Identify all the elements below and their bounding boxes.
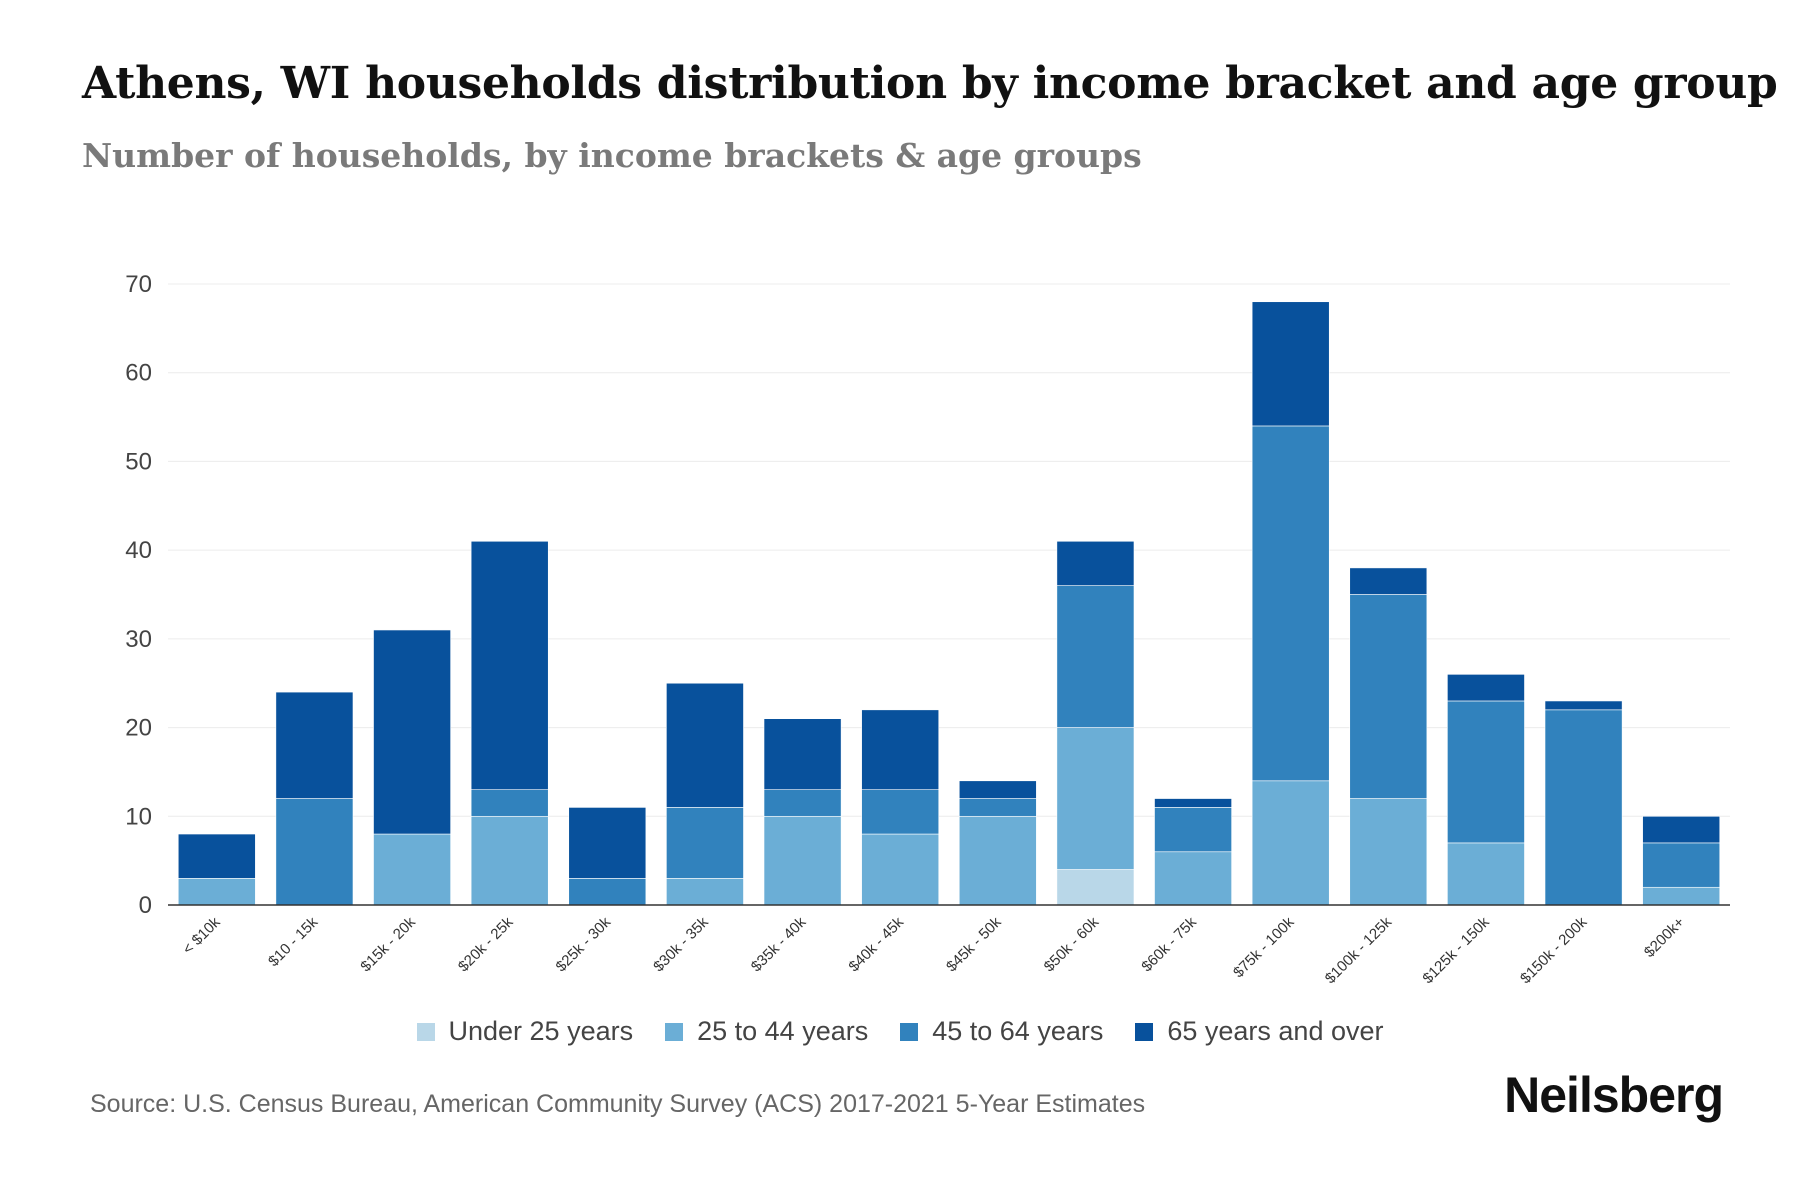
x-tick-label: $125k - 150k [1419, 913, 1493, 987]
chart-title: Athens, WI households distribution by in… [82, 58, 1778, 109]
bar-segment [666, 807, 744, 879]
bar-segment [1349, 594, 1428, 799]
bar-segment [666, 878, 744, 906]
bar-segment [1154, 851, 1232, 906]
bar-segment [1056, 540, 1135, 586]
x-tick-label: $60k - 75k [1138, 913, 1200, 975]
bar-segment [568, 878, 647, 906]
bar-segment [958, 780, 1037, 799]
bar-segment [1447, 842, 1525, 906]
x-tick-label: $25k - 30k [553, 913, 615, 975]
bar-segment [470, 789, 549, 817]
source-note: Source: U.S. Census Bureau, American Com… [90, 1090, 1146, 1118]
legend-swatch-65-and-over [1135, 1022, 1154, 1041]
bar-segment [1447, 674, 1525, 702]
legend-label-25-to-44: 25 to 44 years [697, 1016, 869, 1046]
bar-segment [1349, 567, 1428, 595]
brand-logo: Neilsberg [1504, 1067, 1724, 1123]
bar-segment [1544, 700, 1623, 711]
bar-segment [1251, 780, 1330, 906]
y-tick-label: 20 [125, 715, 152, 742]
bar-segment [1056, 869, 1135, 906]
x-tick-label: $40k - 45k [845, 913, 907, 975]
bar-segment [1154, 807, 1232, 853]
bar-segment [958, 798, 1037, 817]
x-tick-label: $50k - 60k [1041, 913, 1103, 975]
legend-swatch-25-to-44 [665, 1022, 684, 1041]
x-tick-label: $10 - 15k [265, 913, 322, 970]
bar-segment [1056, 727, 1135, 870]
legend: Under 25 years 25 to 44 years 45 to 64 y… [0, 1016, 1800, 1047]
y-tick-label: 40 [125, 537, 152, 564]
bar-segment [1056, 585, 1135, 728]
bar-segment [958, 815, 1037, 906]
legend-label-45-to-64: 45 to 64 years [932, 1016, 1104, 1046]
bar-segment [763, 789, 842, 817]
bar-segment [763, 815, 842, 906]
legend-swatch-45-to-64 [900, 1022, 919, 1041]
bar-segment [470, 815, 549, 906]
bar-segment [1447, 700, 1525, 844]
x-tick-label: $200k+ [1641, 914, 1688, 961]
x-tick-label: < $10k [179, 913, 224, 958]
y-tick-label: 60 [125, 360, 152, 387]
legend-item-45-to-64: 45 to 64 years [900, 1016, 1103, 1047]
bar-segment [373, 629, 451, 835]
x-tick-label: $35k - 40k [748, 913, 810, 975]
x-tick-label: $15k - 20k [357, 913, 419, 975]
bar-segment [568, 807, 647, 879]
legend-label-65-and-over: 65 years and over [1167, 1016, 1384, 1046]
y-tick-label: 70 [125, 271, 152, 298]
bar-segment [1251, 301, 1330, 427]
y-tick-label: 30 [125, 626, 152, 653]
bar-segment [1642, 815, 1721, 844]
x-tick-label: $45k - 50k [943, 913, 1005, 975]
bar-segment [470, 540, 549, 790]
bar-segment [1349, 798, 1428, 906]
legend-item-65-and-over: 65 years and over [1135, 1016, 1384, 1047]
bar-segment [1154, 798, 1232, 808]
bar-segment [1642, 842, 1721, 888]
bar-segment [1251, 425, 1330, 782]
legend-item-25-to-44: 25 to 44 years [665, 1016, 868, 1047]
bar-segment [275, 798, 354, 906]
legend-item-under-25: Under 25 years [416, 1016, 634, 1047]
bar-segment [861, 709, 940, 790]
y-tick-label: 50 [125, 448, 152, 475]
x-tick-label: $30k - 35k [650, 913, 712, 975]
x-tick-label: $150k - 200k [1517, 913, 1591, 987]
x-tick-label: $20k - 25k [455, 913, 517, 975]
stacked-bar-chart: 0 10 20 30 40 50 60 70 < $10k $10 - 15k $15k - 20k… [125, 271, 1730, 987]
bar-segment [763, 718, 842, 790]
x-tick-label: $100k - 125k [1322, 913, 1396, 987]
y-tick-label: 10 [125, 803, 152, 830]
bar-segment [1642, 886, 1721, 906]
bar-segment [373, 833, 451, 906]
bar-segment [1544, 709, 1623, 906]
legend-label-under-25: Under 25 years [448, 1016, 634, 1046]
bar-segment [861, 833, 940, 906]
legend-swatch-under-25 [416, 1022, 435, 1041]
x-tick-label: $75k - 100k [1230, 913, 1298, 981]
bar-segment [177, 878, 256, 906]
bar-segment [861, 789, 940, 835]
bar-segment [177, 833, 256, 879]
chart-subtitle: Number of households, by income brackets… [82, 136, 1142, 175]
bar-segment [275, 691, 354, 799]
y-tick-label: 0 [139, 892, 152, 919]
bar-segment [666, 682, 744, 808]
